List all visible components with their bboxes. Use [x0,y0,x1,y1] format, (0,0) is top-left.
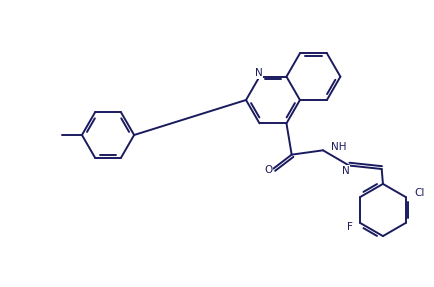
Text: O: O [263,165,272,175]
Text: Cl: Cl [413,188,424,198]
Text: NH: NH [330,142,345,152]
Text: N: N [254,68,262,78]
Text: N: N [341,166,349,176]
Text: F: F [346,222,352,232]
